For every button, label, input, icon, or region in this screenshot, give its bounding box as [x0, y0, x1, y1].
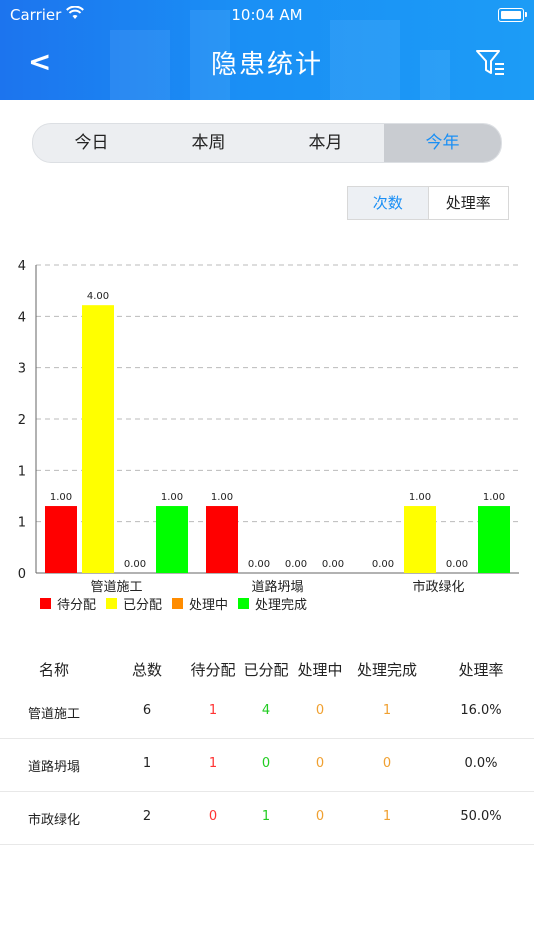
row-pending: 1 — [208, 756, 218, 771]
header-name: 名称 — [38, 661, 69, 679]
back-button[interactable]: < — [28, 45, 52, 78]
row-name: 管道施工 — [27, 707, 80, 722]
table-row[interactable]: 道路坍塌 1 1 0 0 0 0.0% — [0, 738, 534, 792]
y-tick-label: 3 — [18, 362, 26, 377]
bar-处理完成 — [156, 506, 188, 573]
status-bar: Carrier 10:04 AM — [0, 4, 534, 24]
header-total: 总数 — [131, 661, 162, 679]
row-total: 6 — [142, 703, 152, 718]
bar-value-label: 0.00 — [372, 559, 394, 570]
bar-value-label: 0.00 — [124, 559, 146, 570]
bar-value-label: 1.00 — [50, 492, 72, 503]
row-processing: 0 — [315, 703, 325, 718]
header-done: 处理完成 — [356, 661, 417, 679]
header-decoration — [330, 20, 400, 100]
metric-toggle: 次数 处理率 — [347, 186, 509, 220]
legend-swatch — [238, 598, 250, 609]
row-rate: 0.0% — [464, 756, 498, 771]
row-processing: 0 — [315, 756, 325, 771]
header-processing: 处理中 — [297, 661, 343, 679]
bar-value-label: 1.00 — [211, 492, 233, 503]
row-assigned: 4 — [261, 703, 271, 718]
nav-header: Carrier 10:04 AM < 隐患统计 — [0, 0, 534, 100]
legend-label: 处理中 — [189, 598, 229, 613]
legend-item: 处理中 — [172, 594, 228, 613]
tab-today[interactable]: 今日 — [74, 133, 109, 153]
row-total: 2 — [142, 809, 152, 824]
legend-item: 已分配 — [106, 594, 162, 613]
bar-value-label: 1.00 — [483, 492, 505, 503]
table-header: 名称 总数 待分配 已分配 处理中 处理完成 处理率 — [0, 659, 534, 683]
row-pending: 1 — [208, 703, 218, 718]
row-done: 1 — [382, 809, 392, 824]
table-row[interactable]: 市政绿化 2 0 1 0 1 50.0% — [0, 791, 534, 845]
bar-chart: 0 1 1 2 3 4 4 1.00 4.00 0.00 1.00 管道施工 1.00 0.00 0.00 0… — [18, 259, 519, 595]
clock: 10:04 AM — [231, 6, 303, 24]
legend-label: 处理完成 — [255, 598, 308, 613]
y-tick-label: 1 — [18, 516, 26, 531]
legend-label: 已分配 — [123, 598, 163, 613]
header-assigned: 已分配 — [243, 661, 289, 679]
header-decoration — [110, 30, 170, 100]
x-category-label: 道路坍塌 — [251, 579, 303, 595]
y-tick-label: 2 — [18, 413, 26, 428]
bar-value-label: 1.00 — [161, 492, 183, 503]
row-rate: 16.0% — [460, 703, 502, 718]
y-tick-label: 1 — [18, 464, 26, 479]
row-assigned: 0 — [261, 756, 271, 771]
battery-icon — [498, 8, 527, 22]
legend-item: 处理完成 — [238, 594, 307, 613]
x-category-label: 市政绿化 — [412, 579, 464, 595]
row-name: 市政绿化 — [27, 813, 80, 828]
row-done: 0 — [382, 756, 392, 771]
toggle-rate[interactable]: 处理率 — [445, 194, 491, 212]
chart-legend: 待分配 已分配 处理中 处理完成 — [40, 594, 317, 613]
y-tick-label: 4 — [18, 310, 26, 325]
header-rate: 处理率 — [458, 661, 504, 679]
legend-swatch — [40, 598, 51, 609]
bar-已分配 — [82, 305, 114, 573]
page-title: 隐患统计 — [210, 50, 323, 80]
legend-swatch — [106, 598, 118, 609]
filter-icon[interactable] — [474, 46, 506, 78]
header-decoration — [190, 10, 230, 100]
row-pending: 0 — [208, 809, 218, 824]
row-assigned: 1 — [261, 809, 271, 824]
legend-swatch — [172, 598, 184, 609]
tab-this-year[interactable]: 今年 — [384, 124, 501, 162]
bar-处理完成 — [478, 506, 510, 573]
tab-this-month[interactable]: 本月 — [308, 133, 343, 153]
wifi-icon — [66, 5, 84, 24]
header-pending: 待分配 — [190, 661, 236, 679]
bar-value-label: 0.00 — [248, 559, 270, 570]
toggle-count[interactable]: 次数 — [348, 187, 429, 219]
tab-this-week[interactable]: 本周 — [191, 133, 226, 153]
row-processing: 0 — [315, 809, 325, 824]
bar-待分配 — [206, 506, 238, 573]
bar-value-label: 4.00 — [87, 291, 109, 302]
table-row[interactable]: 管道施工 6 1 4 0 1 16.0% — [0, 685, 534, 739]
bar-value-label: 0.00 — [285, 559, 307, 570]
bar-value-label: 0.00 — [446, 559, 468, 570]
row-total: 1 — [142, 756, 152, 771]
row-rate: 50.0% — [460, 809, 502, 824]
bar-value-label: 0.00 — [322, 559, 344, 570]
carrier-label: Carrier — [10, 6, 62, 24]
row-name: 道路坍塌 — [27, 760, 80, 775]
x-category-label: 管道施工 — [90, 580, 142, 595]
row-done: 1 — [382, 703, 392, 718]
y-tick-label: 0 — [18, 567, 26, 582]
header-decoration — [420, 50, 450, 100]
bar-待分配 — [45, 506, 77, 573]
y-tick-label: 4 — [18, 259, 26, 274]
period-segmented-control: 今日 本周 本月 今年 — [32, 123, 502, 163]
legend-item: 待分配 — [40, 594, 96, 613]
bar-value-label: 1.00 — [409, 492, 431, 503]
legend-label: 待分配 — [57, 598, 97, 613]
bar-已分配 — [404, 506, 436, 573]
